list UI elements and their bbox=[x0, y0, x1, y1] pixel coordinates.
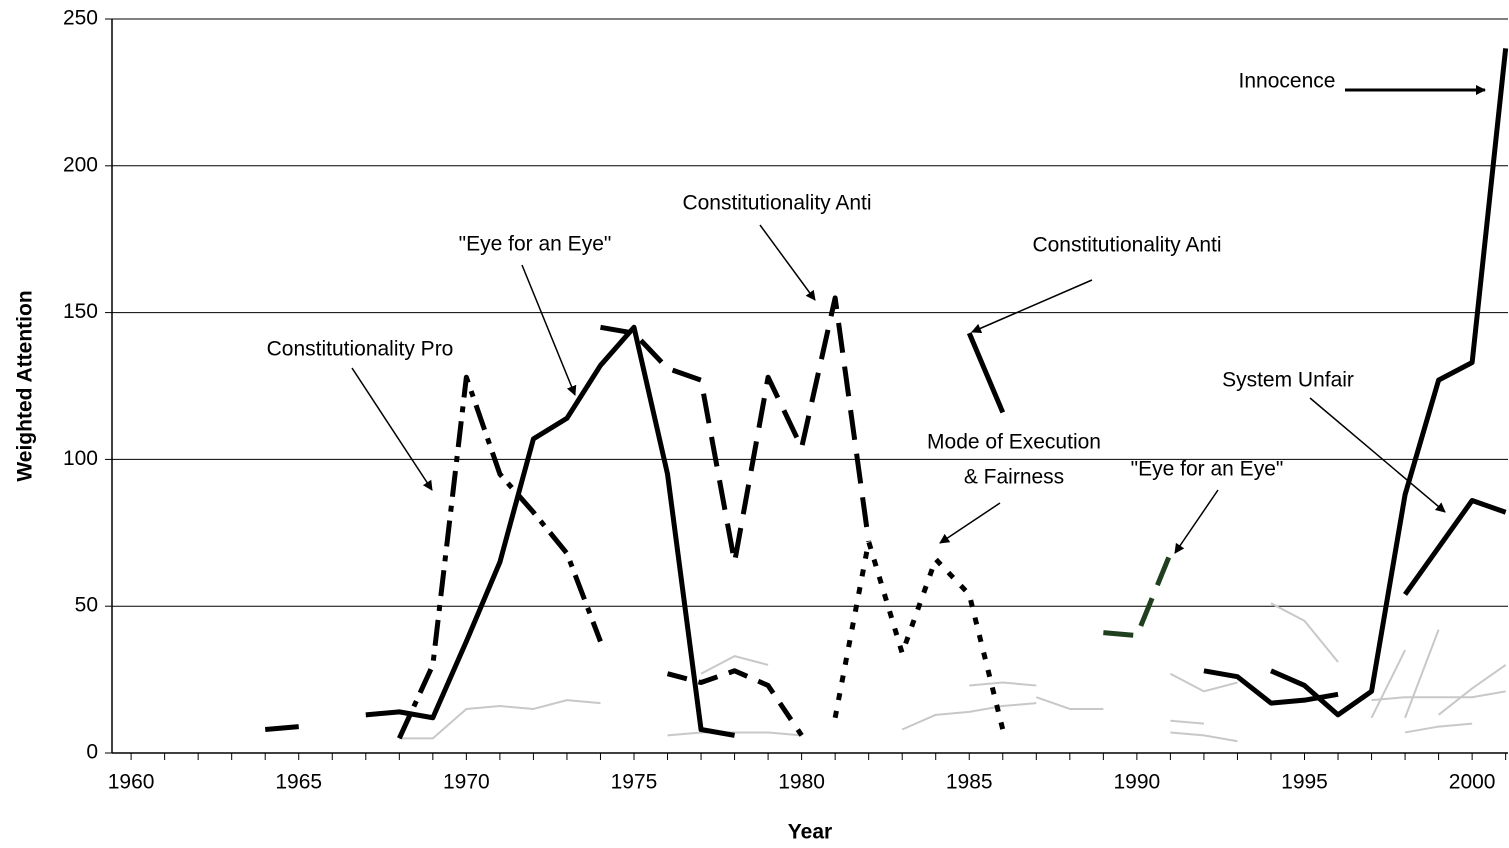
annotation: Constitutionality Anti bbox=[682, 192, 871, 215]
y-tick-label: 0 bbox=[86, 741, 98, 764]
series-line bbox=[666, 668, 804, 737]
series-line bbox=[1437, 664, 1507, 716]
x-axis-label: Year bbox=[788, 821, 832, 844]
series-line bbox=[1404, 629, 1440, 719]
series-line bbox=[1103, 552, 1173, 639]
y-tick-label: 200 bbox=[63, 153, 98, 176]
annotation: System Unfair bbox=[1222, 369, 1354, 392]
x-tick-label: 1970 bbox=[443, 771, 490, 794]
series-line bbox=[1370, 649, 1406, 719]
series-line bbox=[966, 332, 1006, 414]
series-line bbox=[832, 539, 1006, 731]
y-tick-label: 250 bbox=[63, 7, 98, 30]
series-line bbox=[700, 655, 769, 675]
annotation-arrow bbox=[1174, 489, 1219, 554]
annotation: Constitutionality Anti bbox=[1032, 234, 1221, 257]
x-tick-label: 1965 bbox=[275, 771, 322, 794]
x-tick-label: 1995 bbox=[1281, 771, 1328, 794]
annotation: Innocence bbox=[1239, 70, 1336, 93]
annotation: Mode of Execution bbox=[927, 431, 1101, 454]
series-line bbox=[1170, 719, 1205, 725]
y-tick-label: 50 bbox=[75, 594, 98, 617]
series-line bbox=[1403, 498, 1507, 596]
series-line bbox=[901, 702, 1037, 731]
x-tick-label: 1975 bbox=[611, 771, 658, 794]
annotation-arrow bbox=[971, 279, 1093, 334]
series-line bbox=[1269, 48, 1509, 718]
series-line bbox=[667, 731, 802, 737]
x-tick-label: 1985 bbox=[946, 771, 993, 794]
annotation: "Eye for an Eye" bbox=[459, 233, 612, 256]
annotation-arrow bbox=[939, 502, 1001, 544]
series-line bbox=[399, 699, 601, 740]
series-line bbox=[600, 295, 872, 565]
x-tick-label: 1960 bbox=[108, 771, 155, 794]
annotation-arrow bbox=[521, 264, 577, 396]
y-tick-label: 100 bbox=[63, 447, 98, 470]
annotation: Constitutionality Pro bbox=[267, 338, 454, 361]
series-line bbox=[1169, 672, 1238, 693]
x-tick-label: 1980 bbox=[778, 771, 825, 794]
series-line bbox=[1404, 722, 1473, 734]
series-line bbox=[1371, 690, 1506, 702]
y-axis-label: Weighted Attention bbox=[14, 290, 37, 481]
series-line bbox=[1170, 731, 1238, 743]
x-tick-label: 2000 bbox=[1449, 771, 1496, 794]
annotation-arrow bbox=[351, 367, 433, 491]
series-line bbox=[969, 681, 1037, 687]
annotation: "Eye for an Eye" bbox=[1131, 458, 1284, 481]
series-line bbox=[1035, 696, 1104, 710]
x-tick-label: 1990 bbox=[1114, 771, 1161, 794]
series-line bbox=[264, 324, 735, 738]
annotation-arrow bbox=[759, 224, 816, 301]
series-line bbox=[1270, 602, 1339, 663]
series-line bbox=[397, 374, 603, 740]
annotation-arrow bbox=[1309, 397, 1446, 513]
annotation: & Fairness bbox=[964, 466, 1064, 489]
y-tick-label: 150 bbox=[63, 300, 98, 323]
